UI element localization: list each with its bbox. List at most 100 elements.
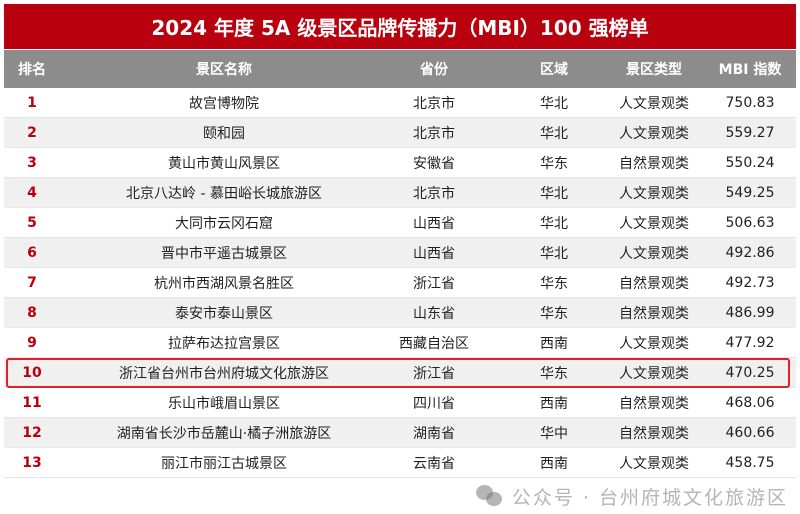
cell-province: 山西省 <box>413 215 455 232</box>
cell-name: 晋中市平遥古城景区 <box>161 245 287 262</box>
cell-type: 人文景观类 <box>619 95 689 112</box>
cell-region: 华北 <box>540 245 568 262</box>
cell-mbi: 550.24 <box>725 154 775 171</box>
cell-type: 自然景观类 <box>619 305 689 322</box>
cell-province: 北京市 <box>413 95 455 112</box>
cell-region: 华中 <box>540 425 568 442</box>
cell-rank: 7 <box>27 274 37 291</box>
table-row: 6 晋中市平遥古城景区 山西省 华北 人文景观类 492.86 <box>4 238 796 268</box>
cell-type: 人文景观类 <box>619 365 689 382</box>
cell-type: 人文景观类 <box>619 245 689 262</box>
cell-region: 华东 <box>540 275 568 292</box>
cell-region: 华北 <box>540 95 568 112</box>
cell-province: 四川省 <box>413 395 455 412</box>
cell-region: 华东 <box>540 365 568 382</box>
cell-region: 华东 <box>540 305 568 322</box>
cell-type: 人文景观类 <box>619 125 689 142</box>
cell-type: 自然景观类 <box>619 395 689 412</box>
cell-rank: 3 <box>27 154 37 171</box>
cell-rank: 13 <box>22 454 42 471</box>
cell-region: 华北 <box>540 125 568 142</box>
cell-region: 西南 <box>540 395 568 412</box>
cell-mbi: 460.66 <box>725 424 775 441</box>
cell-name: 黄山市黄山风景区 <box>168 155 280 172</box>
cell-rank: 12 <box>22 424 42 441</box>
table-row: 1 故宫博物院 北京市 华北 人文景观类 750.83 <box>4 88 796 118</box>
cell-rank: 1 <box>27 94 37 111</box>
table-row: 7 杭州市西湖风景名胜区 浙江省 华东 自然景观类 492.73 <box>4 268 796 298</box>
cell-rank: 10 <box>22 364 42 381</box>
cell-name: 湖南省长沙市岳麓山·橘子洲旅游区 <box>116 425 332 442</box>
column-header-rank: 排名 <box>18 62 46 78</box>
cell-mbi: 470.25 <box>725 364 775 381</box>
table-row: 3 黄山市黄山风景区 安徽省 华东 自然景观类 550.24 <box>4 148 796 178</box>
cell-province: 西藏自治区 <box>399 335 469 352</box>
cell-province: 湖南省 <box>413 425 455 442</box>
table-row: 4 北京八达岭 - 慕田峪长城旅游区 北京市 华北 人文景观类 549.25 <box>4 178 796 208</box>
cell-rank: 8 <box>27 304 37 321</box>
table-row: 12 湖南省长沙市岳麓山·橘子洲旅游区 湖南省 华中 自然景观类 460.66 <box>4 418 796 448</box>
cell-mbi: 559.27 <box>725 124 775 141</box>
table-row: 5 大同市云冈石窟 山西省 华北 人文景观类 506.63 <box>4 208 796 238</box>
cell-name: 泰安市泰山景区 <box>175 305 273 322</box>
column-header-province: 省份 <box>420 62 448 78</box>
cell-name: 拉萨布达拉宫景区 <box>168 335 280 352</box>
cell-region: 华北 <box>540 215 568 232</box>
cell-region: 华东 <box>540 155 568 172</box>
column-header-mbi: MBI 指数 <box>718 62 782 78</box>
cell-province: 云南省 <box>413 455 455 472</box>
cell-type: 人文景观类 <box>619 215 689 232</box>
cell-mbi: 477.92 <box>725 334 775 351</box>
column-header-name: 景区名称 <box>196 62 252 78</box>
cell-mbi: 492.86 <box>725 244 775 261</box>
table-row: 9 拉萨布达拉宫景区 西藏自治区 西南 人文景观类 477.92 <box>4 328 796 358</box>
table-row: 8 泰安市泰山景区 山东省 华东 自然景观类 486.99 <box>4 298 796 328</box>
cell-province: 北京市 <box>413 185 455 202</box>
cell-rank: 5 <box>27 214 37 231</box>
cell-region: 华北 <box>540 185 568 202</box>
cell-province: 山西省 <box>413 245 455 262</box>
cell-rank: 4 <box>27 184 37 201</box>
page-title: 2024 年度 5A 级景区品牌传播力（MBI）100 强榜单 <box>4 4 796 49</box>
cell-rank: 9 <box>27 334 37 351</box>
cell-mbi: 492.73 <box>725 274 775 291</box>
table-row: 11 乐山市峨眉山景区 四川省 西南 自然景观类 468.06 <box>4 388 796 418</box>
wechat-icon <box>475 485 504 507</box>
cell-name: 大同市云冈石窟 <box>175 215 273 232</box>
watermark-text: 公众号 · 台州府城文化旅游区 <box>511 486 788 509</box>
table-row: 10 浙江省台州市台州府城文化旅游区 浙江省 华东 人文景观类 470.25 <box>4 358 796 388</box>
column-header-region: 区域 <box>540 62 568 78</box>
cell-name: 杭州市西湖风景名胜区 <box>154 275 294 292</box>
cell-province: 浙江省 <box>413 365 455 382</box>
table-row: 2 颐和园 北京市 华北 人文景观类 559.27 <box>4 118 796 148</box>
column-header-type: 景区类型 <box>626 62 682 78</box>
cell-rank: 2 <box>27 124 37 141</box>
cell-province: 浙江省 <box>413 275 455 292</box>
table-header: 排名 景区名称 省份 区域 景区类型 MBI 指数 <box>4 50 796 88</box>
table-row: 13 丽江市丽江古城景区 云南省 西南 人文景观类 458.75 <box>4 448 796 478</box>
cell-mbi: 468.06 <box>725 394 775 411</box>
cell-mbi: 458.75 <box>725 454 775 471</box>
cell-province: 北京市 <box>413 125 455 142</box>
cell-region: 西南 <box>540 335 568 352</box>
cell-name: 颐和园 <box>203 125 245 142</box>
cell-mbi: 750.83 <box>725 94 775 111</box>
cell-mbi: 486.99 <box>725 304 775 321</box>
cell-name: 浙江省台州市台州府城文化旅游区 <box>119 365 329 382</box>
watermark: 公众号 · 台州府城文化旅游区 <box>475 481 788 511</box>
cell-mbi: 549.25 <box>725 184 775 201</box>
cell-type: 人文景观类 <box>619 185 689 202</box>
cell-type: 人文景观类 <box>619 455 689 472</box>
cell-mbi: 506.63 <box>725 214 775 231</box>
cell-name: 故宫博物院 <box>189 95 259 112</box>
cell-type: 自然景观类 <box>619 425 689 442</box>
cell-rank: 11 <box>22 394 42 411</box>
cell-type: 自然景观类 <box>619 155 689 172</box>
cell-type: 人文景观类 <box>619 335 689 352</box>
cell-name: 北京八达岭 - 慕田峪长城旅游区 <box>126 185 322 202</box>
cell-province: 安徽省 <box>413 155 455 172</box>
cell-type: 自然景观类 <box>619 275 689 292</box>
cell-name: 乐山市峨眉山景区 <box>168 395 280 412</box>
cell-name: 丽江市丽江古城景区 <box>161 455 287 472</box>
cell-province: 山东省 <box>413 305 455 322</box>
